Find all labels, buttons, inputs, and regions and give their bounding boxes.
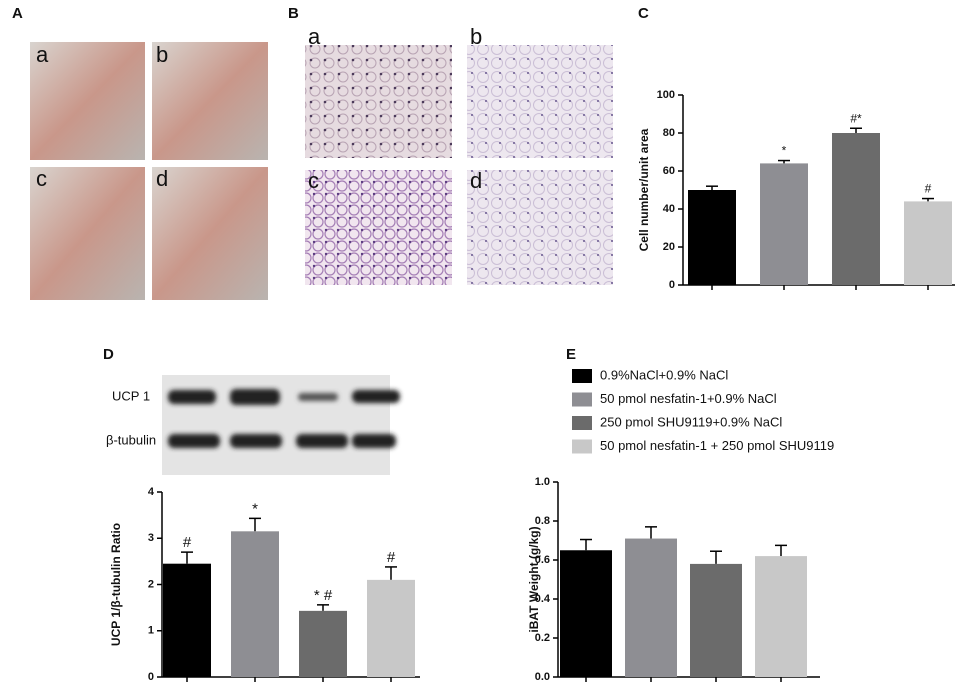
image-label: d	[470, 168, 482, 193]
y-tick-label: 0	[148, 671, 154, 683]
legend-swatch	[572, 416, 592, 430]
panel-label: E	[566, 346, 576, 363]
y-tick-label: 0	[669, 279, 675, 291]
bar	[832, 133, 880, 285]
legend-swatch	[572, 369, 592, 383]
image-label: c	[308, 168, 319, 193]
micrograph	[305, 45, 452, 158]
micrograph	[305, 170, 452, 285]
image-label: c	[36, 166, 47, 191]
y-tick-label: 40	[663, 203, 675, 215]
significance-label: *	[782, 144, 787, 158]
significance-label: #	[183, 534, 192, 551]
band	[230, 389, 280, 405]
panel-label: B	[288, 5, 299, 22]
blot-label: β-tubulin	[106, 432, 156, 447]
photo	[152, 167, 268, 300]
legend-label: 250 pmol SHU9119+0.9% NaCl	[600, 414, 782, 429]
y-tick-label: 0.4	[535, 593, 551, 605]
y-axis-label: Cell number/unit area	[637, 128, 651, 251]
y-tick-label: 1.0	[535, 476, 550, 488]
y-tick-label: 100	[657, 89, 675, 101]
bar	[755, 556, 807, 677]
significance-label: #	[925, 182, 932, 196]
image-label: d	[156, 166, 168, 191]
bar	[367, 579, 415, 677]
photo	[30, 42, 145, 160]
bar	[560, 550, 612, 677]
band	[168, 434, 220, 448]
image-label: a	[36, 42, 49, 67]
band	[352, 434, 396, 448]
band	[168, 390, 216, 404]
bar	[688, 190, 736, 285]
legend-label: 50 pmol nesfatin-1 + 250 pmol SHU9119	[600, 438, 834, 453]
band	[230, 434, 282, 448]
bar	[690, 563, 742, 677]
band	[352, 390, 400, 403]
bar	[299, 610, 347, 677]
bar	[163, 563, 211, 677]
panel-b: B a b c d	[288, 5, 613, 285]
panel-label: C	[638, 5, 649, 22]
y-tick-label: 0.2	[535, 632, 550, 644]
micrograph	[467, 170, 613, 285]
image-label: b	[470, 24, 482, 49]
blot: UCP 1 β-tubulin	[106, 375, 400, 475]
y-tick-label: 80	[663, 127, 675, 139]
y-tick-label: 20	[663, 241, 675, 253]
bar	[904, 201, 952, 285]
significance-label: #*	[850, 111, 862, 125]
y-tick-label: 0.8	[535, 515, 550, 527]
panel-label: A	[12, 5, 23, 22]
significance-label: *	[252, 500, 258, 517]
y-axis-label: UCP 1/β-tubulin Ratio	[109, 523, 123, 646]
significance-label: #	[387, 549, 396, 566]
legend-label: 50 pmol nesfatin-1+0.9% NaCl	[600, 391, 777, 406]
y-tick-label: 0.0	[535, 671, 550, 683]
y-tick-label: 2	[148, 578, 154, 590]
y-tick-label: 4	[148, 486, 155, 498]
micrograph	[467, 45, 613, 158]
panel-label: D	[103, 346, 114, 363]
y-tick-label: 0.6	[535, 554, 550, 566]
panel-a: A a b c d	[12, 5, 268, 300]
legend-label: 0.9%NaCl+0.9% NaCl	[600, 367, 728, 382]
band	[296, 434, 348, 448]
blot-label: UCP 1	[112, 388, 150, 403]
y-tick-label: 1	[148, 625, 154, 637]
legend-swatch	[572, 392, 592, 407]
legend-swatch	[572, 439, 592, 454]
image-label: b	[156, 42, 168, 67]
bar	[231, 531, 279, 677]
y-tick-label: 3	[148, 532, 154, 544]
bar	[760, 163, 808, 285]
photo	[30, 167, 145, 300]
bar	[625, 538, 677, 677]
image-label: a	[308, 24, 321, 49]
photo	[152, 42, 268, 160]
y-tick-label: 60	[663, 165, 675, 177]
significance-label: * #	[314, 587, 333, 604]
band	[298, 393, 338, 401]
y-axis-label: iBAT Weight (g/kg)	[527, 526, 541, 632]
